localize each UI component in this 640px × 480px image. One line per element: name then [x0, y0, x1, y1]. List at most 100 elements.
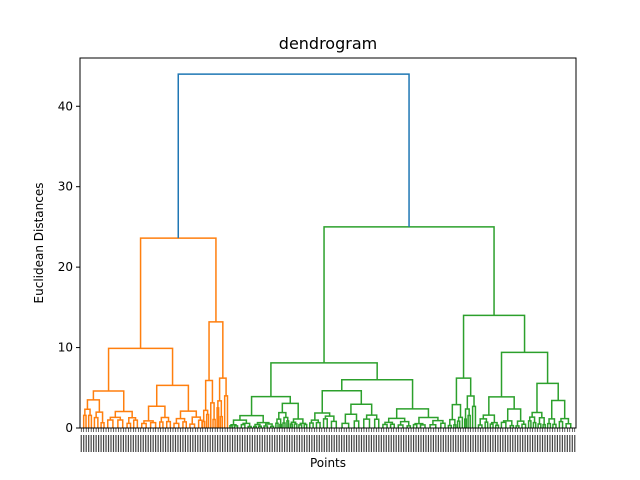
leaf-merge-link [471, 405, 477, 428]
y-axis-label: Euclidean Distances [32, 183, 46, 304]
leaf-merge-link [155, 384, 190, 412]
leaf-merge-link [565, 422, 572, 428]
leaf-merge-link [197, 419, 203, 428]
leaf-merge-link [455, 377, 472, 405]
cluster-merge-link [107, 347, 174, 391]
leaf-merge-link [239, 414, 264, 423]
leaf-merge-link [309, 422, 314, 428]
leaf-merge-link [344, 413, 358, 424]
leaf-merge-link [521, 423, 527, 428]
leaf-merge-link [373, 418, 380, 428]
leaf-merge-link [128, 417, 137, 424]
leaf-merge-link [84, 408, 91, 416]
y-tick-label: 0 [65, 421, 73, 435]
leaf-merge-link [489, 423, 494, 428]
leaf-merge-link [419, 424, 426, 428]
leaf-merge-link [254, 423, 261, 427]
leaf-merge-link [92, 390, 125, 412]
leaf-merge-link [560, 417, 570, 424]
leaf-merge-link [87, 414, 93, 428]
y-tick-label: 20 [58, 260, 73, 274]
leaf-merge-link [440, 422, 446, 428]
leaf-merge-link [500, 351, 549, 397]
y-axis-ticks: 0 10 20 30 40 [58, 99, 80, 435]
leaf-merge-link [276, 418, 282, 425]
leaf-merge-link [542, 423, 546, 428]
leaf-merge-link [282, 422, 286, 428]
leaf-merge-link [484, 421, 489, 428]
leaf-merge-link [456, 420, 461, 428]
cluster-merge-link [208, 321, 224, 381]
leaf-merge-link [100, 422, 105, 428]
leaf-merge-link [399, 420, 410, 426]
leaf-merge-link [275, 422, 279, 428]
leaf-merge-link [286, 420, 290, 428]
dendrogram-links [82, 73, 572, 428]
leaf-merge-link [298, 424, 303, 428]
leaf-merge-link [247, 425, 252, 428]
leaf-merge-link [310, 419, 319, 423]
leaf-merge-link [527, 420, 532, 428]
leaf-merge-link [382, 423, 388, 428]
leaf-merge-link [191, 416, 202, 425]
chart-title: dendrogram [279, 34, 377, 53]
leaf-merge-link [216, 407, 220, 428]
leaf-merge-link [467, 414, 471, 428]
leaf-merge-link [289, 423, 293, 428]
leaf-merge-link [532, 421, 537, 428]
leaf-merge-link [464, 408, 470, 420]
leaf-merge-link [550, 399, 566, 419]
leaf-merge-link [548, 418, 556, 425]
leaf-merge-link [149, 421, 157, 428]
leaf-merge-link [558, 420, 564, 428]
leaf-merge-link [536, 382, 559, 413]
leaf-merge-link [290, 421, 297, 425]
leaf-merge-link [502, 420, 513, 426]
leaf-merge-link [552, 423, 557, 428]
leaf-merge-link [140, 422, 147, 428]
leaf-ticks [80, 428, 576, 452]
leaf-merge-link [106, 419, 114, 428]
leaf-merge-link [117, 419, 124, 428]
leaf-merge-link [132, 419, 139, 428]
x-axis-label: Points [310, 456, 346, 470]
leaf-merge-link [256, 421, 270, 425]
y-tick-label: 10 [58, 341, 73, 355]
leaf-merge-link [230, 424, 237, 426]
leaf-merge-link [147, 405, 166, 421]
leaf-merge-link [253, 425, 257, 428]
cluster-merge-link [462, 314, 526, 379]
leaf-merge-link [537, 423, 542, 428]
leaf-merge-link [314, 412, 331, 421]
leaf-merge-link [515, 425, 520, 428]
leaf-merge-link [93, 416, 99, 428]
leaf-merge-link [389, 423, 395, 428]
y-tick-label: 30 [58, 180, 73, 194]
leaf-merge-link [365, 414, 378, 420]
leaf-merge-link [397, 424, 404, 428]
leaf-merge-link [160, 416, 170, 423]
root-merge-link [177, 73, 410, 239]
leaf-merge-link [341, 422, 350, 428]
leaf-merge-link [159, 421, 164, 428]
leaf-merge-link [219, 415, 224, 428]
leaf-merge-link [353, 420, 360, 428]
leaf-merge-link [165, 420, 172, 428]
leaf-merge-link [212, 418, 216, 428]
leaf-merge-link [279, 423, 283, 428]
leaf-merge-link [264, 423, 273, 427]
leaf-merge-link [494, 424, 500, 428]
leaf-merge-link [173, 422, 180, 428]
leaf-merge-link [86, 399, 101, 413]
leaf-merge-link [363, 418, 371, 428]
leaf-merge-link [281, 402, 299, 419]
leaf-merge-link [506, 408, 522, 422]
leaf-merge-link [322, 418, 328, 428]
leaf-merge-link [490, 421, 498, 426]
leaf-merge-link [546, 422, 552, 428]
cluster-merge-link [270, 362, 378, 397]
leaf-merge-link [453, 424, 457, 428]
leaf-merge-link [447, 424, 452, 428]
